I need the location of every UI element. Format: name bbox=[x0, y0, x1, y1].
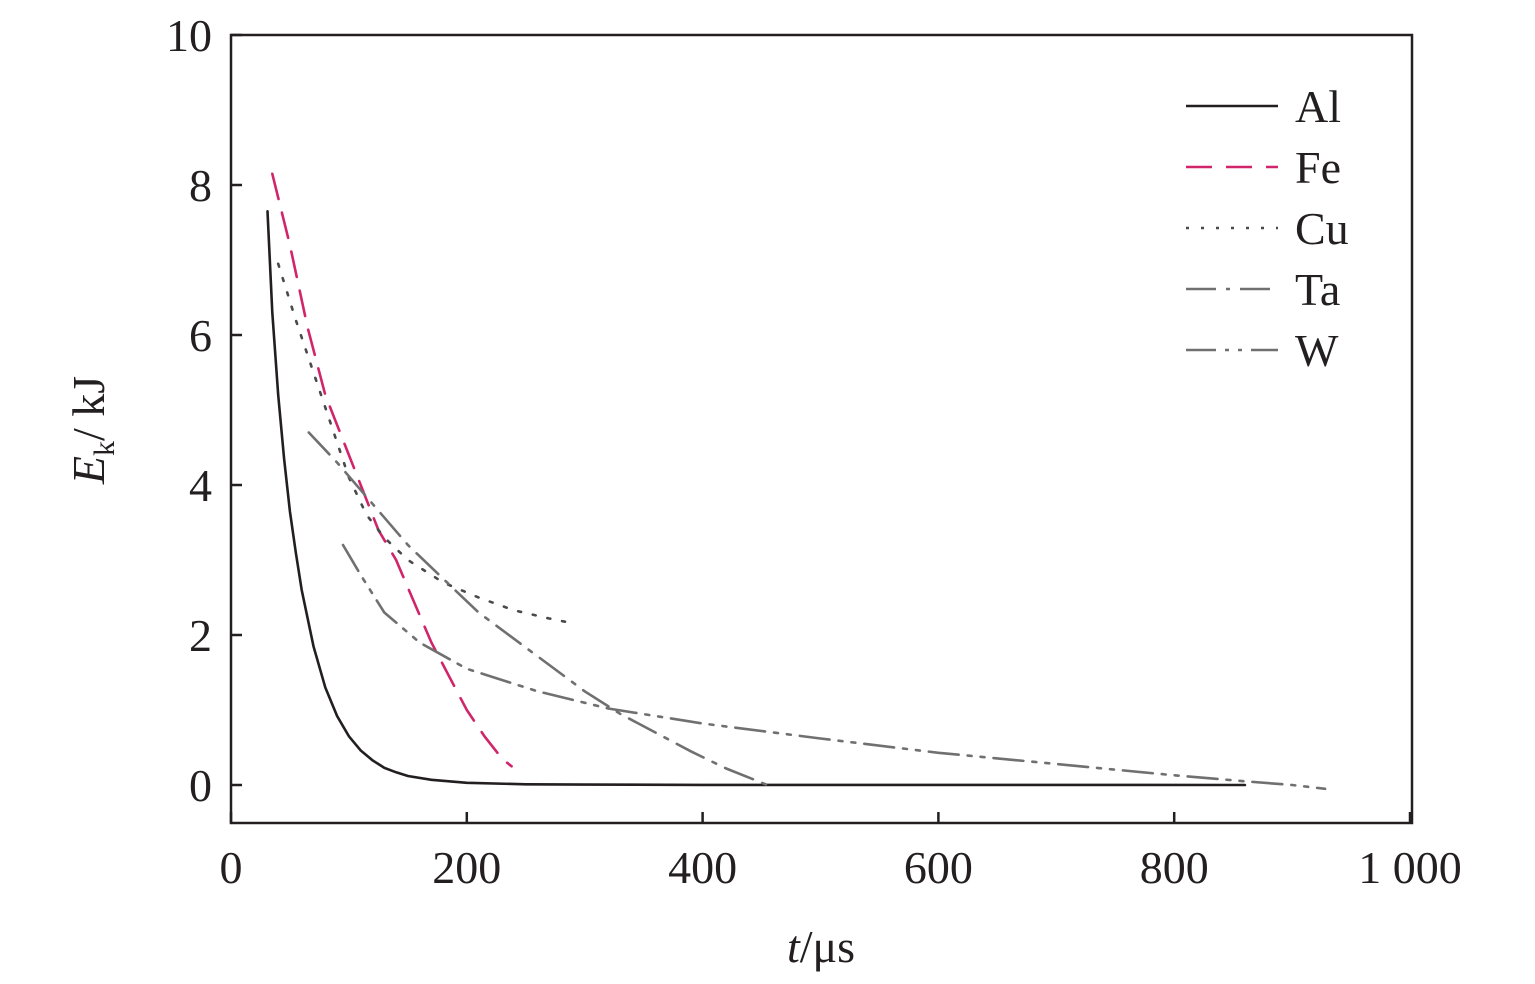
x-tick-label: 1 000 bbox=[1358, 842, 1462, 893]
axis-ticks: 0 200 400 600 800 1 000 0 2 4 6 8 10 bbox=[166, 10, 1462, 893]
x-tick-label: 800 bbox=[1140, 842, 1209, 893]
x-tick-label: 200 bbox=[432, 842, 501, 893]
x-axis-var: t bbox=[787, 921, 801, 972]
series-line-w bbox=[341, 543, 1327, 791]
legend-label-ta: Ta bbox=[1295, 264, 1340, 315]
legend-label-cu: Cu bbox=[1295, 203, 1349, 254]
x-tick-label: 400 bbox=[668, 842, 737, 893]
y-axis-sub: k bbox=[88, 441, 121, 456]
legend-label-fe: Fe bbox=[1295, 142, 1341, 193]
series-group bbox=[266, 172, 1327, 791]
series-line-al bbox=[266, 210, 1247, 787]
y-tick-label: 4 bbox=[189, 460, 212, 511]
legend-label-al: Al bbox=[1295, 81, 1341, 132]
y-axis-title: Ek/ kJ bbox=[63, 376, 121, 485]
legend: Al Fe Cu Ta W bbox=[1186, 81, 1349, 376]
y-tick-label: 6 bbox=[189, 310, 212, 361]
y-tick-label: 0 bbox=[189, 760, 212, 811]
x-axis-title: t/μs bbox=[787, 921, 855, 972]
series-line-fe bbox=[271, 172, 513, 768]
x-tick-label: 0 bbox=[220, 842, 243, 893]
plot-frame bbox=[229, 33, 1414, 825]
series-line-cu bbox=[276, 262, 577, 626]
y-tick-label: 8 bbox=[189, 160, 212, 211]
series-line-ta bbox=[307, 431, 769, 787]
y-tick-label: 2 bbox=[189, 610, 212, 661]
legend-label-w: W bbox=[1295, 325, 1339, 376]
y-tick-label: 10 bbox=[166, 10, 212, 61]
x-tick-label: 600 bbox=[904, 842, 973, 893]
x-axis-unit: /μs bbox=[800, 921, 855, 972]
y-axis-unit: / kJ bbox=[63, 376, 114, 441]
y-axis-var: E bbox=[63, 456, 114, 485]
